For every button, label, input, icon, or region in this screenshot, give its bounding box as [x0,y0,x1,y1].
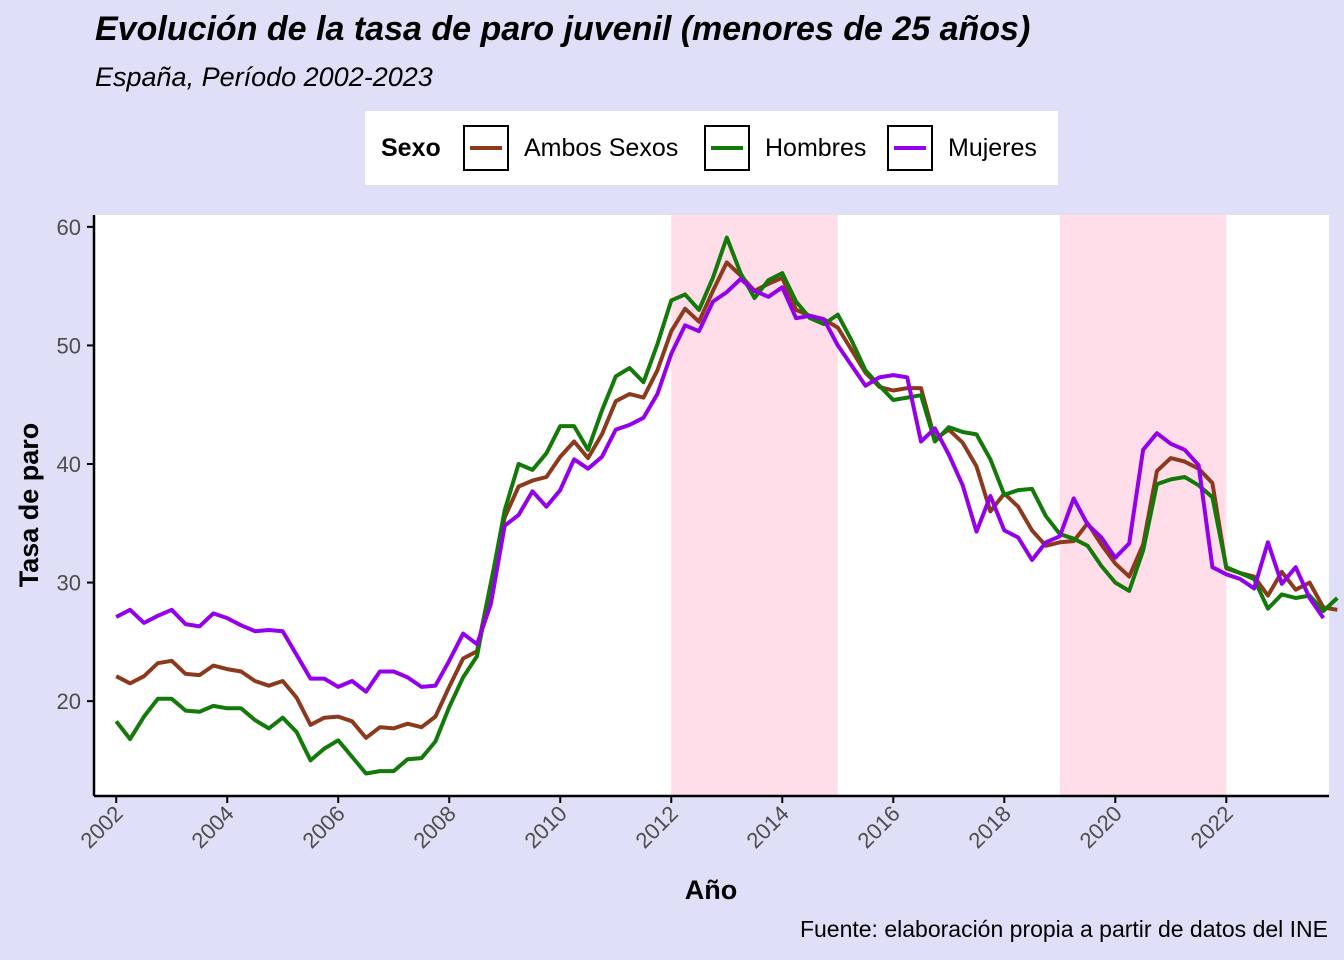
x-tick-label: 2002 [75,801,127,853]
shaded-period [671,215,838,796]
legend-label-hombres: Hombres [765,134,867,162]
series-line-hombres [114,235,1339,776]
legend-key-hombres [704,125,750,171]
legend-label-mujeres: Mujeres [948,134,1037,162]
y-axis-title: Tasa de paro [14,423,44,588]
y-tick-label: 20 [57,689,81,714]
legend-label-ambos-sexos: Ambos Sexos [524,134,679,162]
series-line-ambos-sexos [115,260,1338,740]
y-tick-label: 60 [57,215,81,240]
x-tick-label: 2008 [408,801,460,853]
legend-swatch [711,146,743,150]
y-tick-label: 40 [57,452,81,477]
x-tick-label: 2006 [297,801,349,853]
x-tick-label: 2016 [853,801,905,853]
legend-key-ambos-sexos [463,125,509,171]
legend-title: Sexo [381,134,441,162]
chart-title: Evolución de la tasa de paro juvenil (me… [95,10,1031,48]
shaded-period [1059,215,1227,796]
x-tick-label: 2014 [742,801,794,853]
legend-key-mujeres [887,125,933,171]
x-tick-label: 2010 [519,801,571,853]
source-caption: Fuente: elaboración propia a partir de d… [799,916,1328,942]
chart-subtitle: España, Período 2002-2023 [95,62,433,92]
legend-swatch [470,146,502,150]
x-tick-label: 2022 [1186,801,1238,853]
series-line-mujeres [115,277,1326,694]
y-tick-label: 30 [57,571,81,596]
legend-swatch [894,146,926,150]
x-tick-label: 2020 [1075,801,1127,853]
y-tick-label: 50 [57,333,81,358]
legend: Sexo Ambos Sexos Hombres Mujeres [365,111,1058,185]
x-tick-label: 2012 [631,801,683,853]
x-tick-label: 2018 [964,801,1016,853]
x-tick-label: 2004 [186,801,238,853]
x-axis-title: Año [685,875,737,905]
